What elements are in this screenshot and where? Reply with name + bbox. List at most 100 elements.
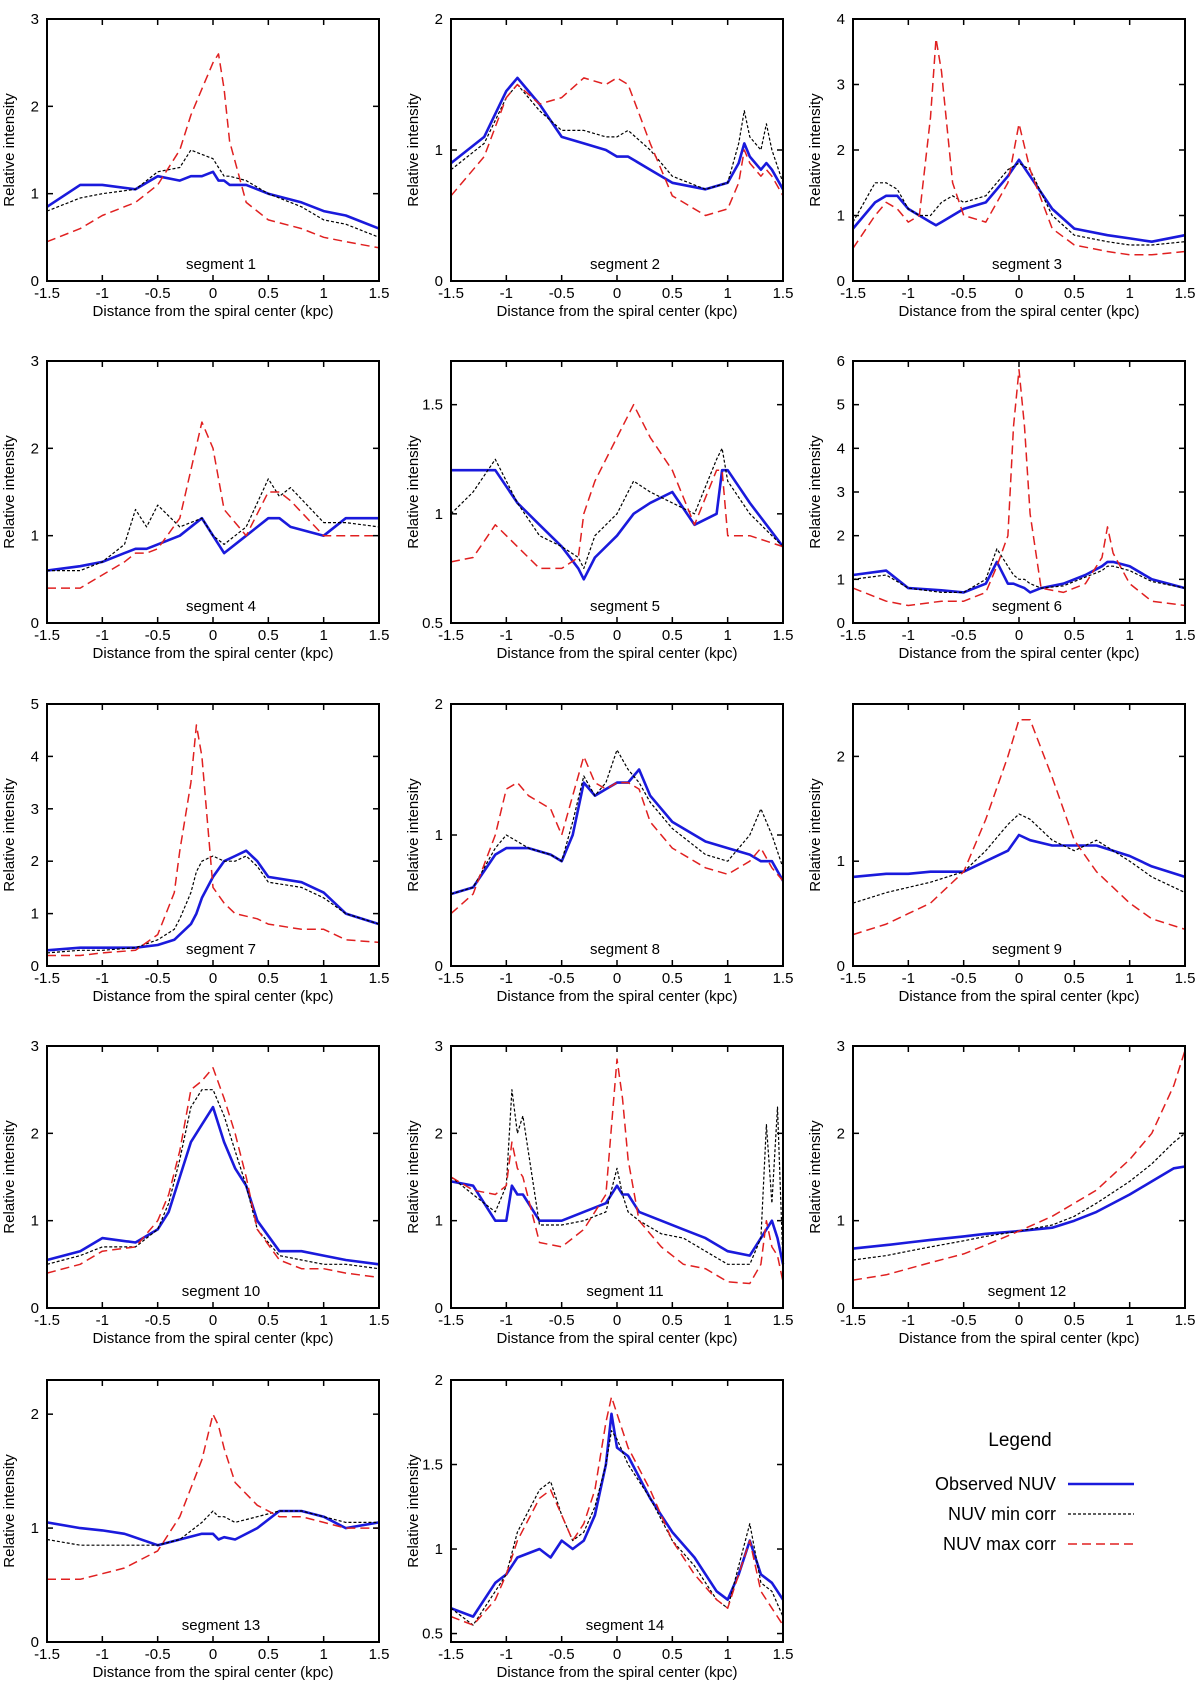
x-axis-label: Distance from the spiral center (kpc) bbox=[899, 645, 1140, 662]
x-axis-label: Distance from the spiral center (kpc) bbox=[899, 303, 1140, 320]
y-tick-label: 0 bbox=[435, 1300, 443, 1317]
x-tick-label: 0.5 bbox=[258, 627, 279, 644]
y-tick-label: 0 bbox=[31, 273, 39, 290]
panel-segment-3: -1.5 -1 -0.5 0 0.5 1 1.5 0 1 2 3 4 Distance from the… bbox=[807, 11, 1195, 320]
y-tick-label: 1 bbox=[837, 853, 845, 870]
x-tick-label: 1.5 bbox=[369, 970, 390, 987]
y-axis-label: Relative intensity bbox=[807, 1120, 824, 1234]
x-tick-label: 1 bbox=[723, 970, 731, 987]
y-tick-label: 1 bbox=[31, 528, 39, 545]
plot-frame bbox=[450, 18, 784, 282]
y-tick-label: 1 bbox=[837, 208, 845, 225]
y-tick-label: 2 bbox=[837, 1125, 845, 1142]
y-tick-label: 2 bbox=[435, 696, 443, 713]
series-line-observed-nuv bbox=[451, 468, 785, 581]
x-tick-label: 0 bbox=[613, 1646, 621, 1663]
y-tick-label: 0 bbox=[837, 1300, 845, 1317]
y-tick-label: 1 bbox=[435, 1213, 443, 1230]
x-tick-label: 0.5 bbox=[258, 970, 279, 987]
series-line-observed-nuv bbox=[450, 768, 785, 896]
plot-frame bbox=[46, 1045, 380, 1309]
panel-segment-7: -1.5 -1 -0.5 0 0.5 1 1.5 0 1 2 3 4 5 Distance from th… bbox=[1, 696, 389, 1005]
x-tick-label: 0.5 bbox=[662, 1312, 683, 1329]
x-tick-label: 1 bbox=[1125, 1312, 1133, 1329]
segment-label: segment 4 bbox=[186, 598, 256, 615]
segment-label: segment 14 bbox=[586, 1617, 664, 1634]
x-tick-label: -0.5 bbox=[145, 627, 171, 644]
x-axis-label: Distance from the spiral center (kpc) bbox=[899, 988, 1140, 1005]
x-tick-label: 1 bbox=[723, 627, 731, 644]
x-tick-label: -1.5 bbox=[438, 1646, 464, 1663]
plot-frame bbox=[852, 18, 1186, 282]
x-tick-label: 1.5 bbox=[369, 1312, 390, 1329]
x-axis-label: Distance from the spiral center (kpc) bbox=[93, 303, 334, 320]
x-tick-label: -0.5 bbox=[951, 627, 977, 644]
series-line-nuv-max-corr bbox=[46, 53, 380, 249]
y-tick-label: 3 bbox=[837, 484, 845, 501]
x-tick-label: -0.5 bbox=[549, 970, 575, 987]
series-line-observed-nuv bbox=[852, 158, 1186, 243]
plot-frame bbox=[450, 360, 784, 624]
x-tick-label: 0 bbox=[209, 1646, 217, 1663]
y-axis-label: Relative intensity bbox=[1, 778, 18, 892]
x-tick-label: -1.5 bbox=[34, 1646, 60, 1663]
series-line-nuv-min-corr bbox=[852, 1132, 1186, 1261]
y-tick-label: 0 bbox=[31, 958, 39, 975]
x-tick-label: 0 bbox=[209, 285, 217, 302]
y-axis-label: Relative intensity bbox=[807, 778, 824, 892]
y-tick-label: 0 bbox=[837, 958, 845, 975]
plot-frame bbox=[46, 18, 380, 282]
x-tick-label: 1.5 bbox=[1175, 1312, 1196, 1329]
x-tick-label: 0 bbox=[209, 627, 217, 644]
series-line-nuv-max-corr bbox=[47, 421, 379, 589]
x-tick-label: 0.5 bbox=[662, 1646, 683, 1663]
x-tick-label: 0.5 bbox=[1064, 627, 1085, 644]
x-tick-label: -1 bbox=[500, 1312, 513, 1329]
x-tick-label: 1.5 bbox=[1175, 627, 1196, 644]
x-tick-label: -1.5 bbox=[438, 1312, 464, 1329]
series-line-observed-nuv bbox=[450, 1412, 785, 1618]
segment-label: segment 7 bbox=[186, 941, 256, 958]
x-tick-label: 0.5 bbox=[258, 1312, 279, 1329]
y-axis-label: Relative intensity bbox=[1, 1454, 18, 1568]
x-tick-label: 1.5 bbox=[369, 1646, 390, 1663]
x-tick-label: 1 bbox=[319, 627, 327, 644]
x-tick-label: -0.5 bbox=[549, 627, 575, 644]
legend-title: Legend bbox=[988, 1430, 1051, 1451]
panel-segment-8: -1.5 -1 -0.5 0 0.5 1 1.5 0 1 2 Distance from the s… bbox=[405, 696, 793, 1005]
y-tick-label: 1 bbox=[31, 1520, 39, 1537]
segment-label: segment 8 bbox=[590, 941, 660, 958]
x-axis-label: Distance from the spiral center (kpc) bbox=[497, 645, 738, 662]
y-axis-label: Relative intensity bbox=[807, 435, 824, 549]
x-tick-label: -0.5 bbox=[145, 970, 171, 987]
segment-label: segment 2 bbox=[590, 256, 660, 273]
series-line-nuv-min-corr bbox=[852, 162, 1186, 246]
series-line-nuv-min-corr bbox=[450, 1089, 784, 1265]
series-line-nuv-min-corr bbox=[852, 813, 1186, 904]
plot-frame bbox=[450, 703, 784, 967]
panel-segment-2: -1.5 -1 -0.5 0 0.5 1 1.5 0 1 2 Distance from the s… bbox=[405, 11, 793, 320]
x-axis-label: Distance from the spiral center (kpc) bbox=[899, 1330, 1140, 1347]
y-tick-label: 3 bbox=[31, 1038, 39, 1055]
panel-segment-11: -1.5 -1 -0.5 0 0.5 1 1.5 0 1 2 3 Distance from the … bbox=[405, 1038, 793, 1347]
x-axis-label: Distance from the spiral center (kpc) bbox=[93, 1330, 334, 1347]
x-tick-label: -1 bbox=[96, 1646, 109, 1663]
x-tick-label: -1.5 bbox=[840, 627, 866, 644]
x-tick-label: -0.5 bbox=[951, 1312, 977, 1329]
x-tick-label: 0 bbox=[209, 1312, 217, 1329]
x-tick-label: 1 bbox=[319, 970, 327, 987]
panel-segment-5: -1.5 -1 -0.5 0 0.5 1 1.5 0.5 1 1.5 Distance from t… bbox=[405, 360, 793, 662]
series-line-nuv-max-corr bbox=[47, 724, 380, 957]
segment-label: segment 1 bbox=[186, 256, 256, 273]
x-tick-label: -1.5 bbox=[34, 1312, 60, 1329]
plot-frame bbox=[852, 1045, 1186, 1309]
series-line-nuv-max-corr bbox=[852, 368, 1186, 607]
x-tick-label: -1.5 bbox=[840, 970, 866, 987]
x-tick-label: 0.5 bbox=[662, 285, 683, 302]
y-tick-label: 2 bbox=[435, 1125, 443, 1142]
x-tick-label: 1.5 bbox=[369, 285, 390, 302]
x-axis-label: Distance from the spiral center (kpc) bbox=[497, 1330, 738, 1347]
x-tick-label: 1.5 bbox=[773, 1646, 794, 1663]
segment-label: segment 3 bbox=[992, 256, 1062, 273]
y-tick-label: 1 bbox=[31, 906, 39, 923]
